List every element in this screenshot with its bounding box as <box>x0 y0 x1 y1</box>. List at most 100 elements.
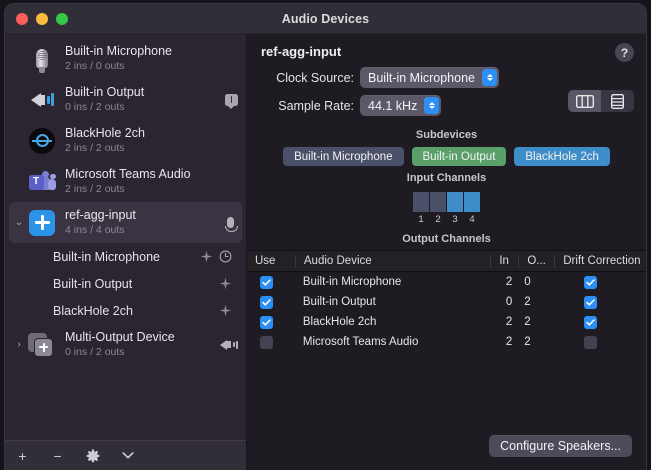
stepper-icon[interactable] <box>424 97 440 114</box>
add-device-button[interactable]: + <box>18 447 27 464</box>
microphone-icon <box>27 44 57 74</box>
in-count-cell: 0 <box>505 296 513 308</box>
chevron-down-icon[interactable]: ⌄ <box>14 216 24 228</box>
maximize-button[interactable] <box>56 12 68 25</box>
chevron-down-icon[interactable] <box>120 448 135 463</box>
table-row[interactable]: BlackHole 2ch 2 2 <box>247 312 646 332</box>
sidebar-item-ref-agg-input[interactable]: ⌄ ref-agg-input 4 ins / 4 outs <box>9 202 242 243</box>
device-channel-summary: 2 ins / 2 outs <box>65 183 125 196</box>
device-trailing-icons <box>225 217 238 232</box>
device-text: Built-in Microphone 2 ins / 0 outs <box>65 44 234 74</box>
column-header-in[interactable]: In <box>490 254 518 268</box>
table-row[interactable]: Built-in Output 0 2 <box>247 292 646 312</box>
device-trailing-icons <box>220 339 238 350</box>
device-channel-summary: 2 ins / 0 outs <box>65 60 125 73</box>
multi-output-icon <box>27 330 57 360</box>
subdevice-pill-built-in-output[interactable]: Built-in Output <box>411 147 507 166</box>
sidebar-item-microsoft-teams-audio[interactable]: › T Microsoft Teams Audio 2 ins / 2 outs <box>5 161 246 202</box>
stepper-icon[interactable] <box>482 69 497 86</box>
device-channel-summary: 4 ins / 4 outs <box>65 224 125 237</box>
sidebar-item-blackhole-2ch[interactable]: › BlackHole 2ch 2 ins / 2 outs <box>5 120 246 161</box>
use-checkbox[interactable] <box>260 275 274 289</box>
gear-icon[interactable] <box>85 448 100 463</box>
device-text: BlackHole 2ch 2 ins / 2 outs <box>65 126 234 156</box>
in-count-cell: 2 <box>505 316 513 328</box>
column-header-audio-device[interactable]: Audio Device <box>294 254 490 268</box>
input-channels-map: 1 2 3 4 <box>247 192 646 225</box>
alert-bubble-icon <box>225 93 238 109</box>
subdevice-row-blackhole-2ch[interactable]: BlackHole 2ch <box>5 297 246 324</box>
subdevice-name: Built-in Output <box>53 276 133 291</box>
sidebar-item-built-in-output[interactable]: › Built-in Output 0 ins / 2 outs <box>5 79 246 120</box>
out-count-cell: 2 <box>524 296 531 308</box>
table-row[interactable]: Built-in Microphone 2 0 <box>247 272 646 292</box>
subdevice-icons <box>219 277 232 290</box>
minimize-button[interactable] <box>36 12 48 25</box>
detail-footer: Configure Speakers... <box>247 435 646 470</box>
view-toggle-segmented-control <box>568 90 634 112</box>
input-channel-blocks <box>413 192 480 212</box>
device-name: Multi-Output Device <box>65 329 175 344</box>
device-trailing-icons <box>225 93 238 109</box>
device-text: Microsoft Teams Audio 2 ins / 2 outs <box>65 167 234 197</box>
sidebar-item-built-in-microphone[interactable]: › Built-in Microphone 2 ins / 0 outs <box>5 38 246 79</box>
sidebar-item-multi-output-device[interactable]: › Multi-Output Device 0 ins / 2 outs <box>5 324 246 365</box>
default-output-speaker-icon <box>220 339 238 350</box>
column-header-use[interactable]: Use <box>255 254 276 267</box>
use-checkbox[interactable] <box>260 335 274 349</box>
disclosure-spacer: › <box>11 177 27 187</box>
subdevice-row-built-in-microphone[interactable]: Built-in Microphone <box>5 243 246 270</box>
remove-device-button[interactable]: − <box>53 447 62 464</box>
input-channel-number: 1 <box>418 214 424 225</box>
disclosure-spacer: › <box>11 95 27 105</box>
drift-correction-icon[interactable] <box>219 277 232 290</box>
use-cell <box>247 292 295 312</box>
table-row[interactable]: Microsoft Teams Audio 2 2 <box>247 332 646 352</box>
column-header-drift-correction[interactable]: Drift Correction <box>554 254 646 268</box>
device-text: ref-agg-input 4 ins / 4 outs <box>65 208 223 238</box>
clock-source-popup[interactable]: Built-in Microphone <box>360 67 499 88</box>
columns-view-icon[interactable] <box>568 90 601 112</box>
device-name: Built-in Output <box>65 84 145 99</box>
out-count-cell: 0 <box>524 276 531 288</box>
out-count-cell: 2 <box>524 316 531 328</box>
sample-rate-row: Sample Rate: 44.1 kHz <box>261 95 632 116</box>
configure-speakers-button[interactable]: Configure Speakers... <box>489 435 632 457</box>
input-channel-block-1[interactable] <box>413 192 429 212</box>
input-channel-block-2[interactable] <box>430 192 446 212</box>
drift-correction-checkbox[interactable] <box>583 315 597 329</box>
device-name-cell: BlackHole 2ch <box>302 316 377 328</box>
drift-correction-checkbox[interactable] <box>583 275 597 289</box>
drift-correction-checkbox[interactable] <box>583 295 597 309</box>
column-header-out[interactable]: O... <box>518 254 554 268</box>
subdevice-pill-built-in-microphone[interactable]: Built-in Microphone <box>283 147 404 166</box>
device-text: Built-in Output 0 ins / 2 outs <box>65 85 221 115</box>
chevron-right-icon[interactable]: › <box>17 338 21 350</box>
default-input-mic-icon <box>225 217 238 232</box>
drift-correction-checkbox[interactable] <box>583 335 597 349</box>
close-button[interactable] <box>16 12 28 25</box>
sample-rate-popup[interactable]: 44.1 kHz <box>360 95 442 116</box>
clock-source-row: Clock Source: Built-in Microphone <box>261 67 632 88</box>
use-checkbox[interactable] <box>260 295 274 309</box>
input-channels-title: Input Channels <box>406 172 487 184</box>
subdevice-pill-blackhole-2ch[interactable]: BlackHole 2ch <box>514 147 610 166</box>
input-channel-block-3[interactable] <box>447 192 463 212</box>
use-checkbox[interactable] <box>260 315 274 329</box>
help-button[interactable]: ? <box>615 43 634 62</box>
subdevice-row-built-in-output[interactable]: Built-in Output <box>5 270 246 297</box>
table-header-row: Use Audio Device In O... Drift Correctio… <box>247 250 646 272</box>
device-channel-summary: 0 ins / 2 outs <box>65 101 125 114</box>
subdevice-icons <box>219 304 232 317</box>
input-channel-block-4[interactable] <box>464 192 480 212</box>
clock-source-label: Clock Source: <box>276 70 354 85</box>
input-channel-number: 3 <box>452 214 458 225</box>
subdevice-icons <box>200 250 232 263</box>
device-text: Multi-Output Device 0 ins / 2 outs <box>65 330 216 360</box>
drift-correction-icon[interactable] <box>200 250 213 263</box>
list-view-icon[interactable] <box>601 90 634 112</box>
device-detail-panel: ref-agg-input ? Clock Source: Built-in M… <box>247 34 646 470</box>
drift-correction-icon[interactable] <box>219 304 232 317</box>
out-count-cell: 2 <box>524 336 531 348</box>
in-count-cell: 2 <box>505 336 513 348</box>
